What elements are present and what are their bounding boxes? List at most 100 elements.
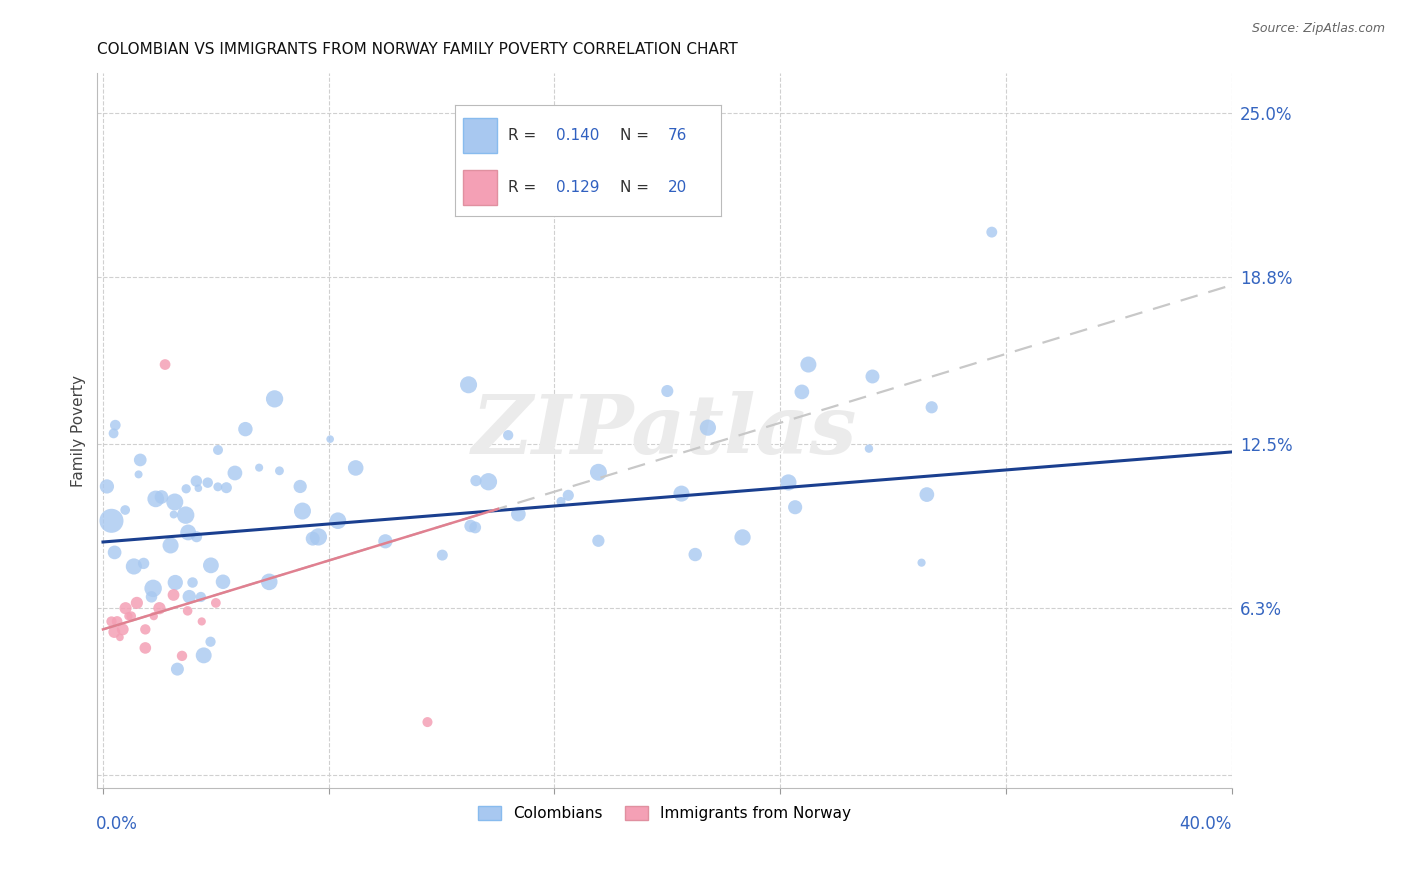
Point [104,545,127,559]
Point [186,474,208,488]
Point [134,623,156,637]
Point [103,426,125,441]
Point [142,609,165,624]
Point [104,418,127,433]
Point [465,474,488,488]
Point [215,481,238,495]
Legend: Colombians, Immigrants from Norway: Colombians, Immigrants from Norway [471,800,858,827]
Text: COLOMBIAN VS IMMIGRANTS FROM NORWAY FAMILY POVERTY CORRELATION CHART: COLOMBIAN VS IMMIGRANTS FROM NORWAY FAMI… [97,42,738,57]
Point [921,401,943,415]
Point [176,604,198,618]
Point [790,384,813,399]
Point [122,559,145,574]
Point [416,715,439,730]
Point [111,623,134,637]
Point [374,534,396,549]
Point [588,465,610,479]
Point [153,358,176,372]
Point [159,538,181,552]
Point [696,420,718,434]
Point [288,479,311,493]
Point [200,558,222,573]
Point [291,504,314,518]
Point [125,596,148,610]
Point [657,384,679,398]
Point [142,582,165,596]
Point [980,225,1002,239]
Point [148,601,170,615]
Point [141,590,163,604]
Point [915,487,938,501]
Point [162,588,184,602]
Point [671,486,693,500]
Point [120,609,142,624]
Point [464,520,486,534]
Point [100,615,122,629]
Point [235,422,257,436]
Point [114,503,136,517]
Point [190,590,212,604]
Point [170,648,193,663]
Point [129,453,152,467]
Point [163,508,186,522]
Point [186,530,208,544]
Point [207,480,229,494]
Point [174,482,197,496]
Point [797,358,820,372]
Point [432,548,454,562]
Point [550,494,572,508]
Point [588,533,610,548]
Point [910,556,932,570]
Point [307,530,329,544]
Point [177,525,200,540]
Point [257,574,280,589]
Point [508,507,530,521]
Point [174,508,197,523]
Y-axis label: Family Poverty: Family Poverty [72,375,86,487]
Text: ZIPatlas: ZIPatlas [472,391,858,471]
Point [105,615,128,629]
Point [179,590,201,604]
Point [326,514,349,528]
Point [193,648,215,663]
Point [114,601,136,615]
Point [269,464,291,478]
Point [108,631,131,645]
Point [224,466,246,480]
Point [778,475,800,490]
Point [683,548,706,562]
Point [212,574,235,589]
Point [145,491,167,506]
Text: 0.0%: 0.0% [96,815,138,833]
Point [128,467,150,482]
Point [165,575,187,590]
Point [496,428,519,442]
Point [263,392,285,406]
Point [163,495,186,509]
Point [132,557,155,571]
Point [301,532,323,546]
Point [477,475,499,489]
Point [100,514,122,528]
Point [207,442,229,457]
Point [117,609,139,624]
Point [134,640,156,655]
Point [557,488,579,502]
Text: Source: ZipAtlas.com: Source: ZipAtlas.com [1251,22,1385,36]
Point [319,432,342,446]
Point [344,461,367,475]
Point [187,481,209,495]
Point [457,377,479,392]
Point [197,475,219,490]
Point [166,662,188,676]
Point [181,575,204,590]
Point [205,596,228,610]
Point [96,479,118,493]
Point [247,460,270,475]
Point [731,530,754,544]
Point [460,519,482,533]
Point [200,634,222,648]
Point [862,369,884,384]
Text: 40.0%: 40.0% [1180,815,1232,833]
Point [150,490,173,504]
